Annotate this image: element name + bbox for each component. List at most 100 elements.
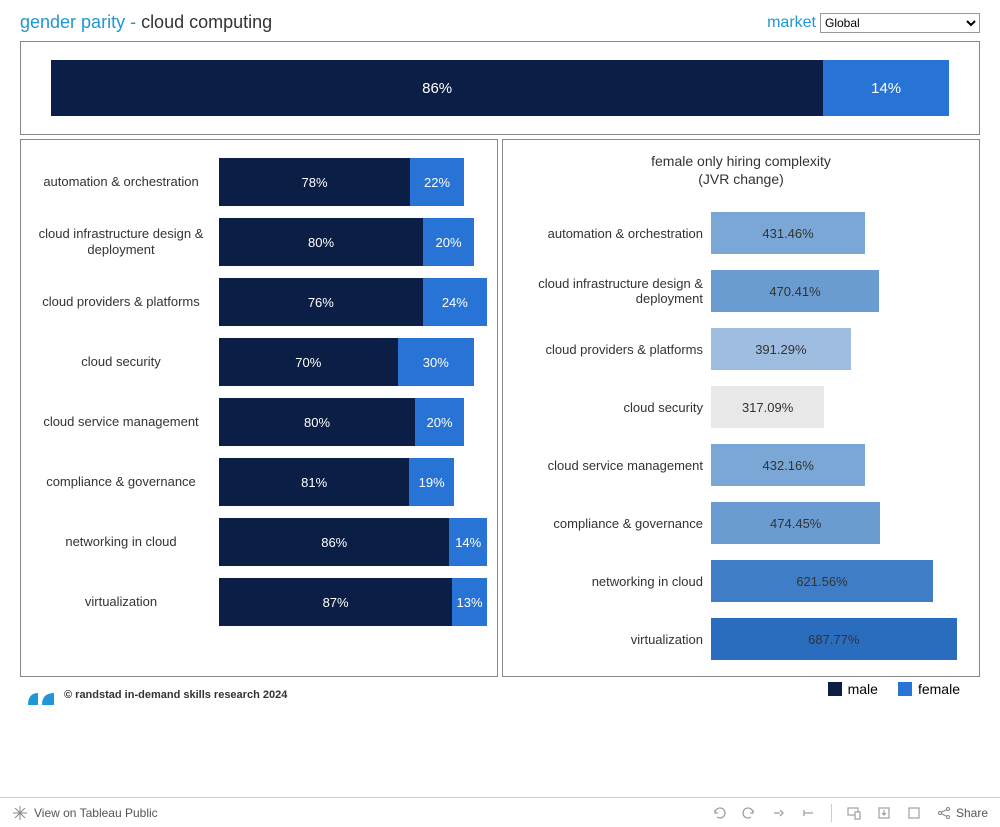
summary-stacked-bar: 86% 14% — [51, 60, 949, 116]
jvr-bar-wrap: 432.16% — [711, 444, 971, 486]
jvr-label: networking in cloud — [511, 574, 711, 590]
jvr-bar-wrap: 687.77% — [711, 618, 971, 660]
legend-swatch-female — [898, 682, 912, 696]
category-row: compliance & governance81%19% — [29, 452, 489, 512]
market-select[interactable]: Global — [820, 13, 980, 33]
download-icon[interactable] — [876, 805, 892, 821]
jvr-label: automation & orchestration — [511, 226, 711, 242]
randstad-logo-icon — [24, 681, 60, 709]
market-filter: market Global — [767, 13, 980, 33]
jvr-row: compliance & governance474.45% — [511, 494, 971, 552]
replay-icon[interactable] — [771, 805, 787, 821]
legend-male-label: male — [848, 681, 878, 697]
tableau-logo-icon — [12, 805, 28, 821]
category-bar-male: 86% — [219, 518, 449, 566]
fullscreen-icon[interactable] — [906, 805, 922, 821]
category-bar-male: 87% — [219, 578, 452, 626]
jvr-bar-wrap: 474.45% — [711, 502, 971, 544]
category-stacked-bar: 70%30% — [219, 338, 474, 386]
jvr-row: cloud providers & platforms391.29% — [511, 320, 971, 378]
share-icon — [936, 805, 952, 821]
legend-male: male — [828, 681, 878, 697]
categories-panel: automation & orchestration78%22%cloud in… — [20, 139, 498, 677]
undo-icon[interactable] — [711, 805, 727, 821]
category-bar-wrap: 87%13% — [219, 578, 489, 626]
jvr-label: cloud service management — [511, 458, 711, 474]
jvr-bar-wrap: 391.29% — [711, 328, 971, 370]
category-row: cloud security70%30% — [29, 332, 489, 392]
jvr-bar-wrap: 470.41% — [711, 270, 971, 312]
category-label: cloud providers & platforms — [29, 294, 219, 310]
category-bar-female: 20% — [423, 218, 474, 266]
summary-female-value: 14% — [871, 80, 901, 97]
jvr-label: virtualization — [511, 632, 711, 648]
market-label: market — [767, 14, 816, 32]
category-stacked-bar: 76%24% — [219, 278, 487, 326]
share-label: Share — [956, 806, 988, 820]
jvr-bar: 431.46% — [711, 212, 865, 254]
header: gender parity - cloud computing market G… — [20, 12, 980, 33]
page-title: gender parity - cloud computing — [20, 12, 272, 33]
device-icon[interactable] — [846, 805, 862, 821]
title-suffix: cloud computing — [141, 12, 272, 32]
jvr-row: cloud service management432.16% — [511, 436, 971, 494]
category-bar-female: 24% — [423, 278, 487, 326]
category-label: cloud security — [29, 354, 219, 370]
category-row: networking in cloud86%14% — [29, 512, 489, 572]
jvr-bar: 474.45% — [711, 502, 880, 544]
category-row: virtualization87%13% — [29, 572, 489, 632]
category-stacked-bar: 80%20% — [219, 218, 474, 266]
category-label: virtualization — [29, 594, 219, 610]
category-bar-male: 81% — [219, 458, 409, 506]
toolbar-divider — [831, 804, 832, 822]
summary-bar-male: 86% — [51, 60, 823, 116]
category-stacked-bar: 87%13% — [219, 578, 487, 626]
category-bar-male: 80% — [219, 398, 415, 446]
redo-icon[interactable] — [741, 805, 757, 821]
summary-male-value: 86% — [422, 80, 452, 97]
category-row: cloud infrastructure design & deployment… — [29, 212, 489, 272]
category-label: cloud service management — [29, 414, 219, 430]
category-stacked-bar: 80%20% — [219, 398, 464, 446]
category-row: automation & orchestration78%22% — [29, 152, 489, 212]
category-bar-female: 13% — [452, 578, 487, 626]
jvr-label: cloud security — [511, 400, 711, 416]
jvr-bar: 391.29% — [711, 328, 851, 370]
category-label: automation & orchestration — [29, 174, 219, 190]
legend-female: female — [898, 681, 960, 697]
view-on-tableau-link[interactable]: View on Tableau Public — [34, 806, 158, 820]
legend-swatch-male — [828, 682, 842, 696]
legend-female-label: female — [918, 681, 960, 697]
category-bar-male: 80% — [219, 218, 423, 266]
jvr-bar: 317.09% — [711, 386, 824, 428]
reset-icon[interactable] — [801, 805, 817, 821]
jvr-label: cloud providers & platforms — [511, 342, 711, 358]
jvr-bar: 621.56% — [711, 560, 933, 602]
summary-bar-female: 14% — [823, 60, 949, 116]
category-bar-wrap: 78%22% — [219, 158, 489, 206]
jvr-row: automation & orchestration431.46% — [511, 204, 971, 262]
jvr-row: cloud infrastructure design & deployment… — [511, 262, 971, 320]
category-bar-female: 19% — [409, 458, 454, 506]
copyright-text: © randstad in-demand skills research 202… — [64, 689, 287, 701]
category-bar-male: 76% — [219, 278, 423, 326]
title-prefix: gender parity - — [20, 12, 141, 32]
category-row: cloud providers & platforms76%24% — [29, 272, 489, 332]
category-bar-female: 22% — [410, 158, 464, 206]
category-bar-wrap: 80%20% — [219, 218, 489, 266]
category-label: compliance & governance — [29, 474, 219, 490]
jvr-title-line2: (JVR change) — [698, 171, 784, 187]
jvr-bar: 687.77% — [711, 618, 957, 660]
jvr-row: networking in cloud621.56% — [511, 552, 971, 610]
share-button[interactable]: Share — [936, 805, 988, 821]
jvr-row: virtualization687.77% — [511, 610, 971, 668]
category-bar-wrap: 80%20% — [219, 398, 489, 446]
category-stacked-bar: 78%22% — [219, 158, 464, 206]
jvr-bar-wrap: 431.46% — [711, 212, 971, 254]
category-bar-wrap: 81%19% — [219, 458, 489, 506]
category-bar-male: 70% — [219, 338, 398, 386]
tableau-toolbar: View on Tableau Public Share — [0, 797, 1000, 827]
category-bar-wrap: 86%14% — [219, 518, 489, 566]
summary-panel: 86% 14% — [20, 41, 980, 135]
jvr-bar-wrap: 621.56% — [711, 560, 971, 602]
